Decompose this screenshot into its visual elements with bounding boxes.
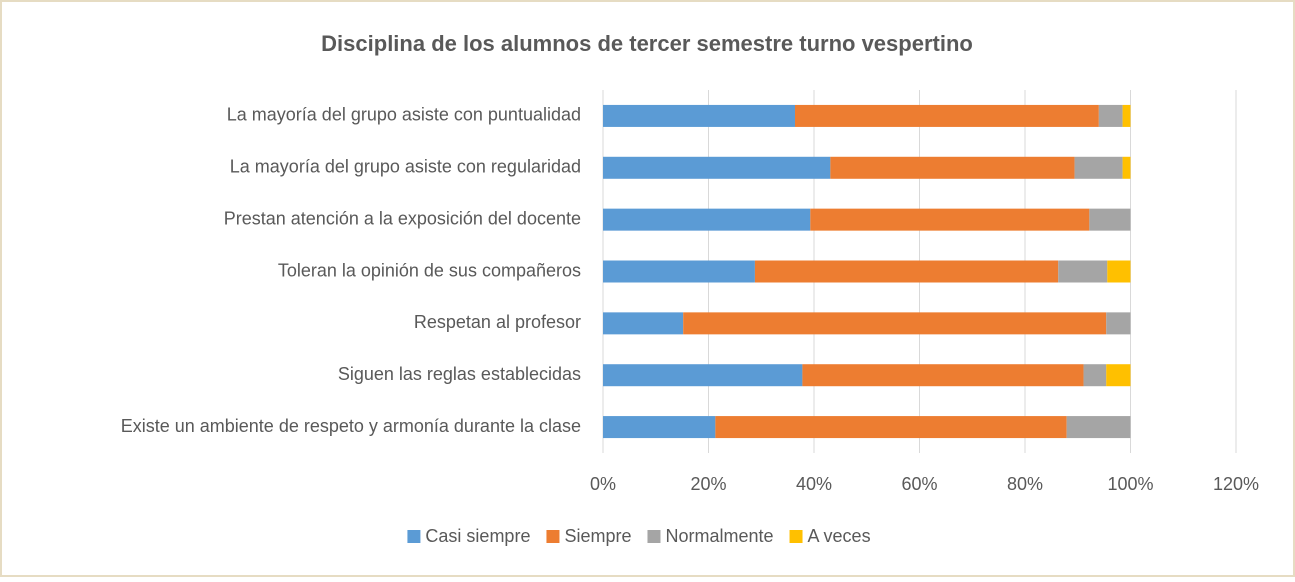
bar-segment bbox=[683, 312, 1107, 335]
bar-segment bbox=[603, 156, 831, 179]
bar-segment bbox=[754, 260, 1059, 283]
y-tick-label: Respetan al profesor bbox=[414, 312, 581, 332]
bar-segment bbox=[603, 104, 796, 127]
y-tick-label: La mayoría del grupo asiste con puntuali… bbox=[227, 105, 581, 125]
legend-swatch bbox=[647, 530, 661, 543]
chart-title: Disciplina de los alumnos de tercer seme… bbox=[321, 31, 973, 56]
bar-segment bbox=[1089, 208, 1131, 231]
legend-label: Casi siempre bbox=[425, 526, 530, 546]
x-tick-label: 100% bbox=[1107, 474, 1153, 494]
bar-segment bbox=[802, 364, 1084, 387]
bar-segment bbox=[1066, 416, 1131, 439]
bar-segment bbox=[795, 104, 1099, 127]
y-tick-label: Siguen las reglas establecidas bbox=[338, 364, 581, 384]
bar-segment bbox=[603, 208, 811, 231]
bar-segment bbox=[603, 312, 684, 335]
legend-label: A veces bbox=[808, 526, 871, 546]
bar-segment bbox=[1098, 104, 1123, 127]
x-tick-label: 20% bbox=[690, 474, 726, 494]
bar-segment bbox=[1106, 364, 1131, 387]
x-tick-label: 80% bbox=[1007, 474, 1043, 494]
legend-swatch bbox=[407, 530, 421, 543]
bar-segment bbox=[603, 260, 755, 283]
bar-segment bbox=[1083, 364, 1107, 387]
bar-segment bbox=[715, 416, 1067, 439]
x-tick-label: 60% bbox=[901, 474, 937, 494]
x-tick-label: 120% bbox=[1213, 474, 1259, 494]
legend-label: Normalmente bbox=[665, 526, 773, 546]
bar-segment bbox=[810, 208, 1090, 231]
x-tick-label: 40% bbox=[796, 474, 832, 494]
bar-segment bbox=[1106, 312, 1131, 335]
y-tick-label: Toleran la opinión de sus compañeros bbox=[278, 260, 581, 280]
legend-swatch bbox=[546, 530, 560, 543]
bar-segment bbox=[830, 156, 1075, 179]
bar-segment bbox=[603, 364, 803, 387]
bar-segment bbox=[1058, 260, 1108, 283]
y-tick-label: Existe un ambiente de respeto y armonía … bbox=[121, 416, 581, 436]
x-tick-label: 0% bbox=[590, 474, 616, 494]
bar-segment bbox=[1122, 156, 1131, 179]
y-tick-label: La mayoría del grupo asiste con regulari… bbox=[230, 157, 581, 177]
bar-segment bbox=[1107, 260, 1131, 283]
bar-segment bbox=[1122, 104, 1131, 127]
bar-segment bbox=[603, 416, 716, 439]
bar-segment bbox=[1074, 156, 1123, 179]
legend-swatch bbox=[789, 530, 803, 543]
legend-label: Siempre bbox=[564, 526, 631, 546]
y-tick-label: Prestan atención a la exposición del doc… bbox=[224, 208, 581, 228]
